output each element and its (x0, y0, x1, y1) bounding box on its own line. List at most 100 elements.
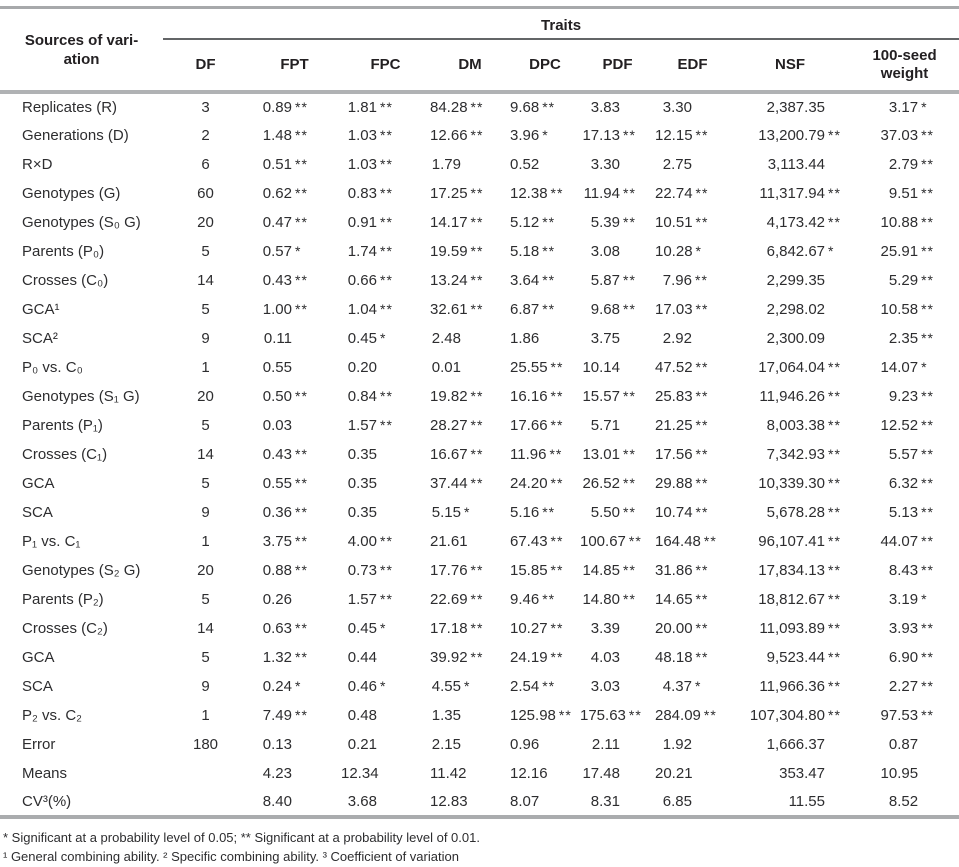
significance-marker: ** (828, 417, 841, 433)
mean-square-value: 0.26 (262, 591, 292, 608)
mean-square-value: 37.44 (430, 475, 468, 492)
significance-marker: ** (921, 620, 934, 636)
mean-square-value: 7.49 (262, 707, 292, 724)
value-cell: 0.89 ** (248, 92, 341, 121)
significance-marker: ** (470, 620, 484, 636)
value-cell: 12.66 ** (430, 121, 510, 150)
value-cell: 7.96 ** (655, 266, 730, 295)
col-header-pdf: PDF (580, 39, 655, 94)
mean-square-value: 32.61 (430, 301, 468, 318)
table-row: P₁ vs. C₁ 1 3.75 ** 4.00 ** 21.61 67.43 ** 100.67… (0, 527, 959, 556)
significance-marker: ** (542, 301, 556, 317)
significance-marker: ** (695, 475, 709, 491)
mean-square-value: 3.83 (590, 99, 620, 116)
significance-marker: ** (380, 272, 393, 288)
value-cell: 0.45 * (341, 614, 430, 643)
significance-marker: ** (695, 446, 709, 462)
value-cell: 11.94 ** (580, 179, 655, 208)
mean-square-value: 11,093.89 (759, 620, 825, 637)
table-row: Error 180 0.13 0.21 2.15 0.96 2.11 1.92 1,666.37… (0, 730, 959, 759)
mean-square-value: 0.63 (262, 620, 292, 637)
mean-square-value: 0.36 (262, 504, 292, 521)
mean-square-value: 17.03 (655, 301, 693, 318)
table-row: Crosses (C₁) 14 0.43 ** 0.35 16.67 ** 11.96 ** 13… (0, 440, 959, 469)
mean-square-value: 0.21 (347, 736, 377, 753)
row-label-cell: GCA (22, 475, 55, 492)
significance-marker: ** (623, 272, 636, 288)
mean-square-value: 0.91 (347, 214, 377, 231)
significance-marker: ** (828, 185, 841, 201)
table-row: R×D 6 0.51 ** 1.03 ** 1.79 0.52 3.30 2.75 3,113.44… (0, 150, 959, 179)
value-cell: 22.74 ** (655, 179, 730, 208)
mean-square-value: 39.92 (430, 649, 468, 666)
table-row: Crosses (C₀) 14 0.43 ** 0.66 ** 13.24 ** 3.64 ** 5… (0, 266, 959, 295)
row-label-cell: Crosses (C₁) (22, 446, 108, 463)
mean-square-value: 5.15 (431, 504, 461, 521)
value-cell: 11.96 ** (510, 440, 580, 469)
table-row: Parents (P₁) 5 0.03 1.57 ** 28.27 ** 17.66 ** 5.7… (0, 411, 959, 440)
mean-square-value: 22.74 (655, 185, 693, 202)
mean-square-value: 0.66 (347, 272, 377, 289)
significance-marker: ** (550, 475, 564, 491)
mean-square-value: 14.80 (582, 591, 620, 608)
significance-marker: * (380, 330, 387, 346)
mean-square-value: 0.73 (347, 562, 377, 579)
significance-marker: ** (542, 678, 556, 694)
mean-square-value: 10,339.30 (758, 475, 825, 492)
value-cell: 0.43 ** (248, 440, 341, 469)
mean-square-value: 8.52 (888, 793, 919, 810)
value-cell: 4.23 (248, 759, 341, 788)
value-cell: 39.92 ** (430, 643, 510, 672)
value-cell: 2,298.02 (730, 295, 850, 324)
significance-marker: ** (542, 99, 556, 115)
value-cell: 0.11 (248, 324, 341, 353)
mean-square-value: 1.00 (262, 301, 292, 318)
mean-square-value: 0.45 (347, 330, 377, 347)
mean-square-value: 15.85 (510, 562, 548, 579)
value-cell: 0.50 ** (248, 382, 341, 411)
value-cell: 96,107.41 ** (730, 527, 850, 556)
mean-square-value: 9.68 (510, 99, 540, 116)
mean-square-value: 1.35 (431, 707, 461, 724)
mean-square-value: 22.69 (430, 591, 468, 608)
significance-marker: ** (380, 301, 393, 317)
row-label-cell: Genotypes (S₂ G) (22, 562, 141, 579)
table-row: Parents (P₀) 5 0.57 * 1.74 ** 19.59 ** 5.18 ** 3.0… (0, 237, 959, 266)
value-cell: 0.84 ** (341, 382, 430, 411)
col-header-dpc: DPC (510, 39, 580, 94)
mean-square-value: 10.58 (880, 301, 919, 318)
significance-marker: ** (828, 591, 841, 607)
significance-marker: ** (828, 678, 841, 694)
mean-square-value: 1.79 (431, 156, 461, 173)
table-row: SCA 9 0.36 ** 0.35 5.15 * 5.16 ** 5.50 ** 10.74 ** 5,… (0, 498, 959, 527)
mean-square-value: 0.50 (262, 388, 292, 405)
significance-marker: ** (828, 562, 841, 578)
significance-marker: ** (470, 417, 484, 433)
value-cell: 24.19 ** (510, 643, 580, 672)
mean-square-value: 0.01 (431, 359, 461, 376)
significance-marker: * (295, 678, 302, 694)
mean-square-value: 96,107.41 (758, 533, 825, 550)
value-cell: 10.28 * (655, 237, 730, 266)
value-cell: 17.03 ** (655, 295, 730, 324)
significance-marker: ** (470, 185, 484, 201)
mean-square-value: 1.48 (262, 127, 292, 144)
value-cell: 4.03 (580, 643, 655, 672)
value-cell: 5.50 ** (580, 498, 655, 527)
value-cell: 9.68 ** (580, 295, 655, 324)
value-cell: 10.58 ** (850, 295, 959, 324)
significance-marker: ** (695, 620, 709, 636)
significance-marker: ** (695, 272, 708, 288)
mean-square-value: 1.04 (347, 301, 377, 318)
value-cell: 12.16 (510, 759, 580, 788)
value-cell: 10,339.30 ** (730, 469, 850, 498)
value-cell: 3.93 ** (850, 614, 959, 643)
significance-marker: ** (380, 533, 393, 549)
significance-marker: * (380, 620, 387, 636)
mean-square-value: 19.82 (430, 388, 468, 405)
value-cell: 4.00 ** (341, 527, 430, 556)
significance-marker: ** (380, 388, 393, 404)
mean-square-value: 24.20 (510, 475, 548, 492)
mean-square-value: 17.76 (430, 562, 468, 579)
significance-marker: * (828, 243, 835, 259)
